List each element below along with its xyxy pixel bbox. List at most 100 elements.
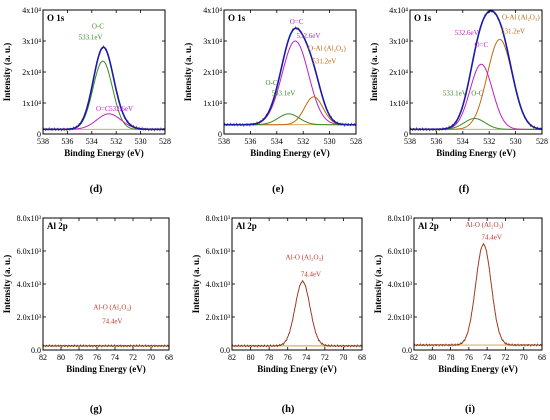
peak-label: O-Al (Al₂O₃) (308, 44, 346, 52)
x-tick-label: 538 (404, 137, 416, 146)
x-tick-label: 534 (271, 137, 283, 146)
peak-label: O-C (265, 79, 277, 87)
y-tick-label: 3x10⁴ (22, 37, 41, 46)
x-tick-label: 82 (39, 353, 47, 362)
y-tick-label: 3x10⁴ (389, 37, 408, 46)
x-tick-label: 78 (265, 353, 273, 362)
x-tick-label: 532 (110, 137, 122, 146)
raw-spectrum-line (223, 26, 357, 128)
y-tick-label: 0 (37, 130, 41, 139)
x-tick-label: 532 (297, 137, 309, 146)
y-tick-label: 2x10⁴ (203, 68, 222, 77)
y-axis-title: Intensity (a. u.) (191, 255, 201, 314)
peak-label: 533.1eV (443, 89, 467, 97)
y-tick-label: 8.0x10³ (17, 214, 42, 223)
envelope-fit-line (410, 10, 543, 131)
x-tick-label: 536 (61, 137, 73, 146)
panel-name: Al 2p (236, 221, 257, 231)
panel-name: O 1s (228, 13, 246, 23)
component-line-o-c (43, 60, 165, 130)
xps-panel-d: 538 536 534 532 530 528 0 1x10⁴ 2x10⁴ 3x10⁴ 4x10⁴ B… (2, 6, 171, 195)
x-tick-label: 76 (465, 353, 473, 362)
y-tick-label: 1x10⁴ (203, 99, 222, 108)
panel-name: O 1s (47, 13, 65, 23)
y-tick-label: 6.0x10³ (388, 247, 413, 256)
y-tick-label: 0.0 (402, 346, 412, 355)
component-line-o-al (224, 96, 356, 126)
x-axis-title: Binding Energy (eV) (257, 364, 337, 374)
component-line-o-c (410, 117, 542, 130)
peak-label: O-C (471, 89, 483, 97)
y-tick-label: 2x10⁴ (389, 68, 408, 77)
x-tick-label: 530 (324, 137, 336, 146)
peak-label: O-Al (Al₂O₃) (502, 13, 540, 21)
peak-label: 532.6eV (455, 29, 479, 37)
x-tick-label: 74 (111, 353, 119, 362)
y-tick-label: 6.0x10³ (17, 247, 42, 256)
x-tick-label: 82 (410, 353, 418, 362)
x-tick-label: 80 (428, 353, 436, 362)
y-tick-label: 8.0x10³ (206, 214, 231, 223)
x-tick-label: 534 (457, 137, 469, 146)
component-line-o-al (410, 38, 543, 130)
y-axis-title: Intensity (a. u.) (2, 255, 12, 314)
raw-spectrum-line (413, 242, 543, 347)
x-tick-label: 82 (228, 353, 236, 362)
y-axis-title: Intensity (a. u.) (373, 255, 383, 314)
y-tick-label: 1x10⁴ (389, 99, 408, 108)
peak-label: 531.2eV (501, 27, 525, 35)
y-tick-label: 4x10⁴ (203, 6, 222, 15)
x-tick-label: 538 (37, 137, 49, 146)
x-tick-label: 78 (447, 353, 455, 362)
y-axis-title: Intensity (a. u.) (369, 43, 379, 102)
x-tick-label: 76 (284, 353, 292, 362)
peak-label: 533.1eV (271, 89, 295, 97)
x-tick-label: 80 (247, 353, 255, 362)
plot-frame (42, 217, 170, 351)
y-tick-label: 2.0x10³ (206, 313, 231, 322)
x-tick-label: 70 (520, 353, 528, 362)
y-tick-label: 3x10⁴ (203, 37, 222, 46)
peak-label: 74.4eV (301, 271, 321, 279)
y-tick-label: 1x10⁴ (22, 99, 41, 108)
x-tick-label: 72 (501, 353, 509, 362)
raw-spectrum-line (42, 44, 166, 132)
x-tick-label: 528 (536, 137, 548, 146)
peak-label: 532.6eV (297, 32, 321, 40)
peak-label: 531.2eV (312, 57, 336, 65)
envelope-fit-line (43, 46, 165, 131)
x-tick-label: 536 (244, 137, 256, 146)
raw-spectrum-line (42, 343, 170, 348)
peak-label: O=C (96, 105, 110, 113)
y-tick-label: 2x10⁴ (22, 68, 41, 77)
x-axis-title: Binding Energy (eV) (438, 364, 518, 374)
x-tick-label: 532 (483, 137, 495, 146)
fit-line-al-o (414, 243, 542, 346)
raw-spectrum-line (231, 279, 363, 348)
y-tick-label: 0 (404, 130, 408, 139)
panel-tag: (e) (272, 184, 284, 195)
x-tick-label: 68 (165, 353, 173, 362)
envelope-fit-line (224, 27, 356, 126)
peak-label: O=C (290, 18, 304, 26)
peak-label: Al-O (Al₂O₃) (466, 221, 504, 229)
y-tick-label: 4.0x10³ (17, 280, 42, 289)
x-tick-label: 72 (321, 353, 329, 362)
y-tick-label: 4.0x10³ (206, 280, 231, 289)
xps-panel-h: 82 80 78 76 74 72 70 68 0.0 2.0x10³ 4.0x10³ 6.0x10³… (191, 214, 366, 415)
peak-label: 74.4eV (102, 318, 122, 326)
plot-frame (231, 217, 363, 351)
x-tick-label: 70 (147, 353, 155, 362)
y-tick-label: 2.0x10³ (17, 313, 42, 322)
plot-frame (223, 9, 357, 135)
y-tick-label: 0.0 (220, 346, 230, 355)
xps-panel-g: 82 80 78 76 74 72 70 68 0.0 2.0x10³ 4.0x10³ 6.0x10³… (2, 214, 173, 415)
xps-panel-f: 538 536 534 532 530 528 0 1x10⁴ 2x10⁴ 3x10⁴ 4x10⁴ B… (369, 6, 548, 195)
peak-label: O-C (92, 23, 104, 31)
panel-name: Al 2p (47, 221, 68, 231)
y-tick-label: 0 (218, 130, 222, 139)
x-tick-label: 70 (339, 353, 347, 362)
x-tick-label: 534 (86, 137, 98, 146)
x-axis-title: Binding Energy (eV) (66, 364, 146, 374)
